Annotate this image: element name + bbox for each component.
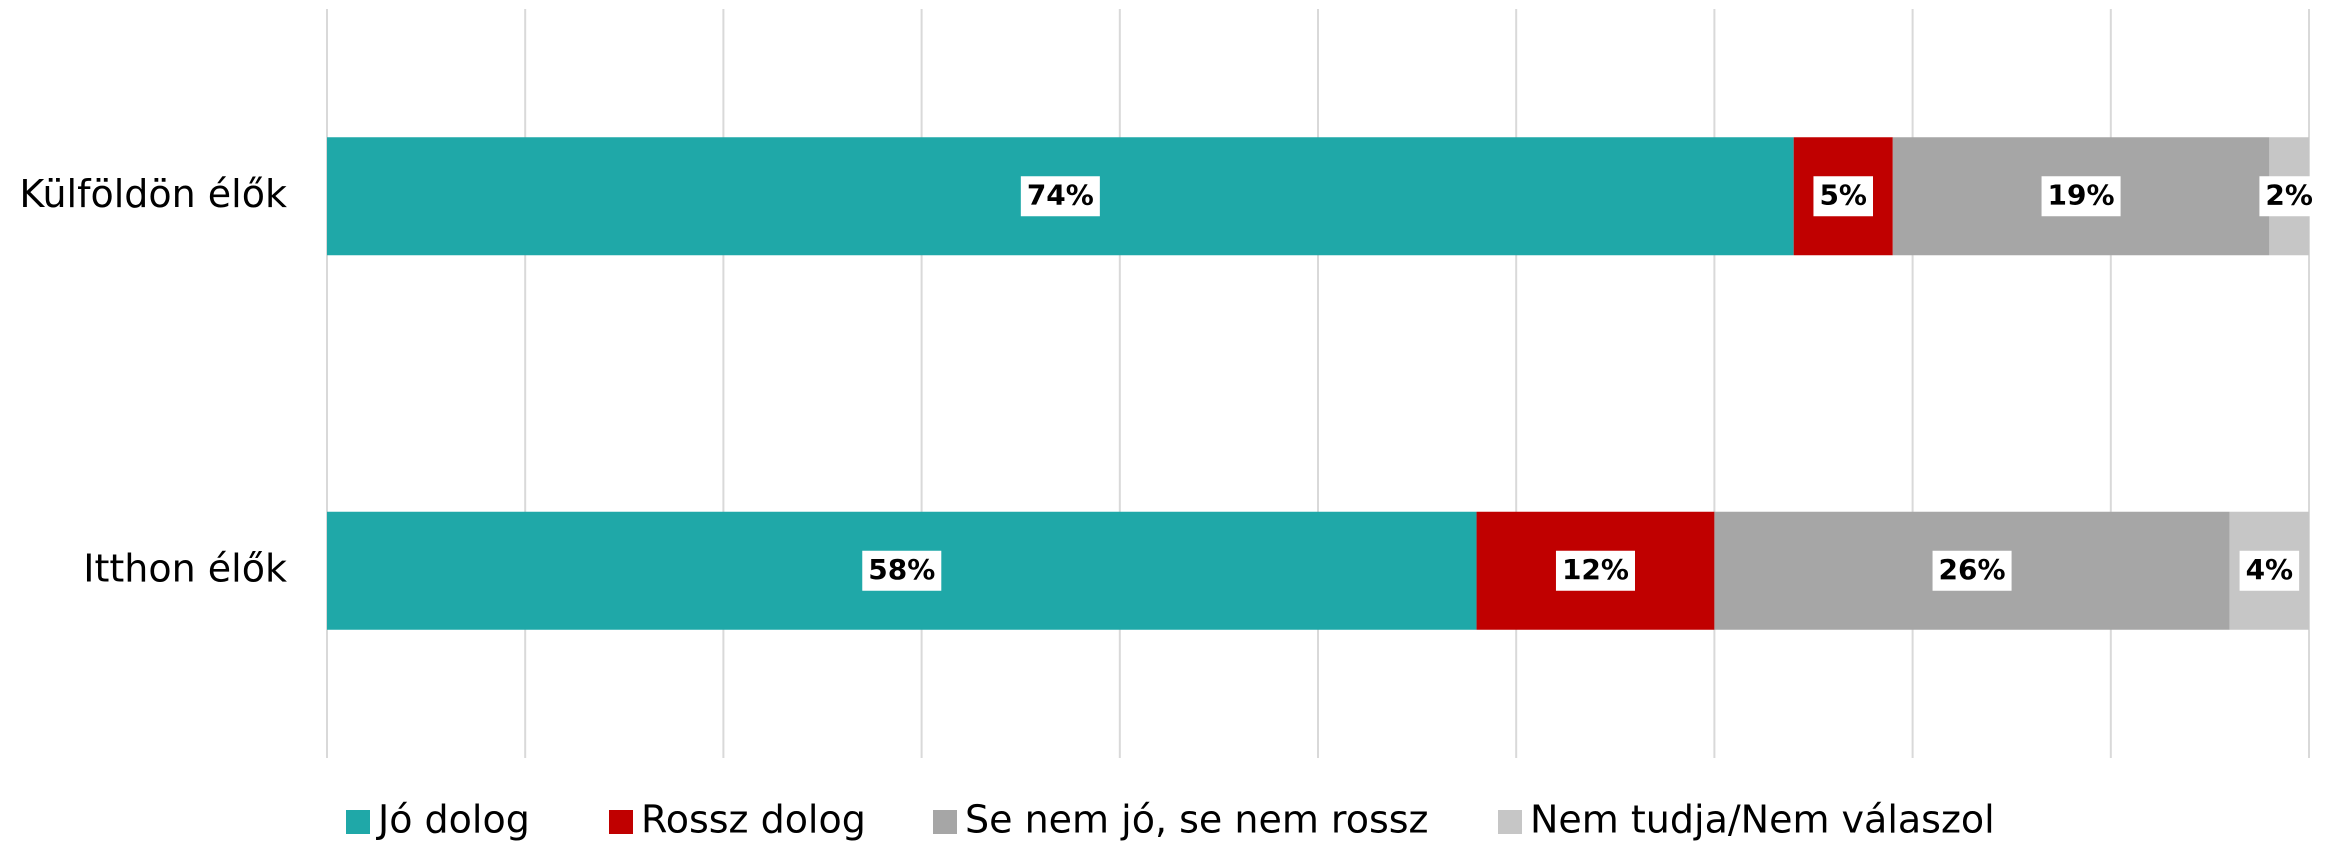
data-label-bg	[2239, 550, 2300, 591]
data-label-bg	[1020, 176, 1100, 217]
data-label-bg	[1932, 550, 2012, 591]
legend-label: Jó dolog	[376, 798, 530, 842]
data-label: 2%	[2265, 178, 2313, 211]
data-label: 4%	[2246, 553, 2294, 586]
data-label-bg	[862, 550, 942, 591]
data-label: 12%	[1562, 553, 1629, 586]
data-label-bg	[2041, 176, 2121, 217]
legend-swatch	[933, 810, 957, 834]
data-label-bg	[1555, 550, 1635, 591]
data-label: 58%	[868, 553, 935, 586]
data-label: 26%	[1939, 553, 2006, 586]
data-label: 5%	[1819, 178, 1867, 211]
legend-swatch	[346, 810, 370, 834]
legend-label: Rossz dolog	[641, 798, 866, 842]
data-label-bg	[1813, 176, 1874, 217]
data-label: 74%	[1027, 178, 1094, 211]
data-label: 19%	[2048, 178, 2115, 211]
category-label: Itthon élők	[83, 546, 287, 590]
legend-label: Se nem jó, se nem rossz	[965, 798, 1429, 842]
legend-swatch	[1498, 810, 1522, 834]
data-label-bg	[2259, 176, 2319, 217]
category-label: Külföldön élők	[19, 172, 287, 216]
legend-swatch	[609, 810, 633, 834]
legend-label: Nem tudja/Nem válaszol	[1530, 798, 1995, 842]
